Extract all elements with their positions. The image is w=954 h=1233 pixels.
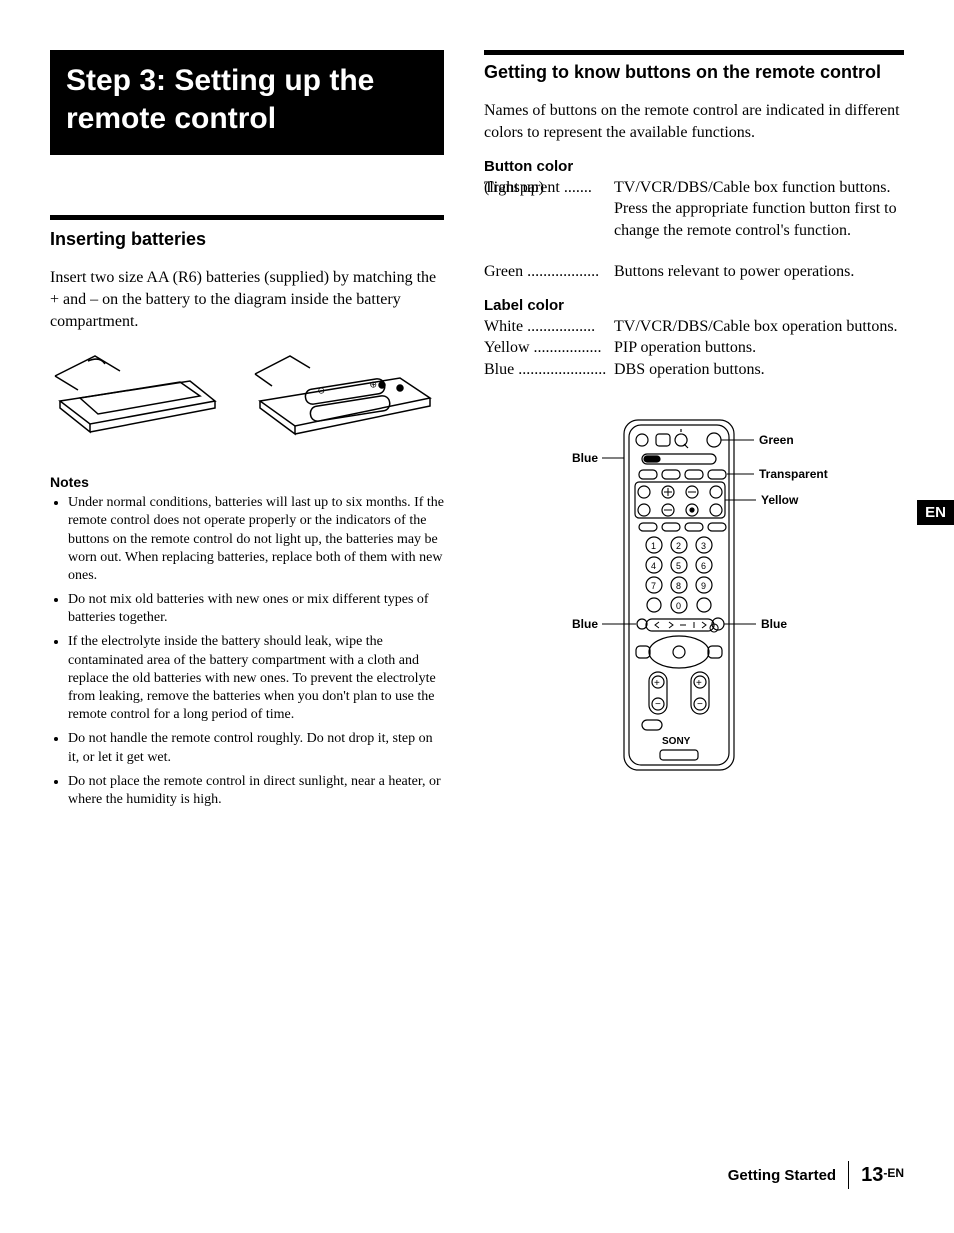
note-item: Do not place the remote control in direc… bbox=[68, 773, 444, 809]
svg-text:−: − bbox=[655, 699, 661, 710]
callout-yellow: Yellow bbox=[761, 493, 799, 507]
rule bbox=[484, 50, 904, 55]
note-item: Under normal conditions, batteries will … bbox=[68, 494, 444, 585]
callout-blue-3: Blue bbox=[761, 617, 787, 631]
buttons-heading: Getting to know buttons on the remote co… bbox=[484, 61, 904, 84]
svg-text:8: 8 bbox=[676, 581, 681, 591]
svg-text:0: 0 bbox=[676, 601, 681, 611]
svg-text:1: 1 bbox=[651, 541, 656, 551]
svg-text:6: 6 bbox=[701, 561, 706, 571]
page-suffix: -EN bbox=[883, 1166, 904, 1180]
svg-text:⊕: ⊕ bbox=[369, 379, 378, 390]
color-key-sub: (light up) bbox=[484, 177, 614, 199]
language-tab: EN bbox=[917, 500, 954, 525]
color-row: Blue ...................... DBS operatio… bbox=[484, 359, 904, 381]
svg-text:+: + bbox=[696, 678, 702, 689]
button-color-heading: Button color bbox=[484, 158, 904, 175]
notes-heading: Notes bbox=[50, 474, 444, 490]
step-title: Step 3: Setting up the remote control bbox=[66, 62, 428, 137]
inserting-batteries-heading: Inserting batteries bbox=[50, 228, 444, 251]
label-color-heading: Label color bbox=[484, 297, 904, 314]
footer-separator bbox=[848, 1161, 849, 1189]
svg-text:7: 7 bbox=[651, 581, 656, 591]
button-color-list: Transparent ....... TV/VCR/DBS/Cable box… bbox=[484, 177, 904, 283]
battery-compartment-open-icon bbox=[50, 346, 220, 446]
color-key: Yellow ................. bbox=[484, 337, 614, 359]
page-number: 13 bbox=[861, 1164, 883, 1186]
color-val: TV/VCR/DBS/Cable box operation buttons. bbox=[614, 316, 904, 338]
page-footer: Getting Started 13-EN bbox=[728, 1161, 904, 1189]
color-val: DBS operation buttons. bbox=[614, 359, 904, 381]
buttons-intro: Names of buttons on the remote control a… bbox=[484, 100, 904, 143]
callout-transparent: Transparent bbox=[759, 467, 828, 481]
color-val: Buttons relevant to power operations. bbox=[614, 261, 904, 283]
svg-text:5: 5 bbox=[676, 561, 681, 571]
callout-blue-2: Blue bbox=[572, 617, 598, 631]
callout-blue-1: Blue bbox=[572, 451, 598, 465]
note-item: Do not handle the remote control roughly… bbox=[68, 730, 444, 766]
color-row-sub: (light up) bbox=[484, 177, 904, 199]
svg-text:−: − bbox=[697, 699, 703, 710]
svg-text:SONY: SONY bbox=[662, 736, 691, 747]
note-item: If the electrolyte inside the battery sh… bbox=[68, 633, 444, 724]
battery-inserted-icon: ⊖ ⊕ bbox=[250, 346, 440, 446]
color-row: Yellow ................. PIP operation b… bbox=[484, 337, 904, 359]
svg-text:4: 4 bbox=[651, 561, 656, 571]
color-key: Green .................. bbox=[484, 261, 614, 283]
remote-diagram: 1 2 3 4 5 6 7 8 9 0 bbox=[484, 410, 904, 790]
svg-text:9: 9 bbox=[701, 581, 706, 591]
svg-text:⊖: ⊖ bbox=[317, 385, 326, 396]
svg-text:3: 3 bbox=[701, 541, 706, 551]
rule bbox=[50, 215, 444, 220]
svg-text:2: 2 bbox=[676, 541, 681, 551]
color-key: White ................. bbox=[484, 316, 614, 338]
step-title-block: Step 3: Setting up the remote control bbox=[50, 50, 444, 155]
color-row: Green .................. Buttons relevan… bbox=[484, 261, 904, 283]
notes-list: Under normal conditions, batteries will … bbox=[50, 494, 444, 809]
color-row: White ................. TV/VCR/DBS/Cable… bbox=[484, 316, 904, 338]
note-item: Do not mix old batteries with new ones o… bbox=[68, 591, 444, 627]
battery-illustration: ⊖ ⊕ bbox=[50, 346, 444, 446]
footer-section: Getting Started bbox=[728, 1167, 836, 1184]
callout-green: Green bbox=[759, 433, 794, 447]
label-color-list: White ................. TV/VCR/DBS/Cable… bbox=[484, 316, 904, 381]
color-val: PIP operation buttons. bbox=[614, 337, 904, 359]
svg-text:+: + bbox=[654, 678, 660, 689]
inserting-batteries-text: Insert two size AA (R6) batteries (suppl… bbox=[50, 267, 444, 332]
color-key: Blue ...................... bbox=[484, 359, 614, 381]
